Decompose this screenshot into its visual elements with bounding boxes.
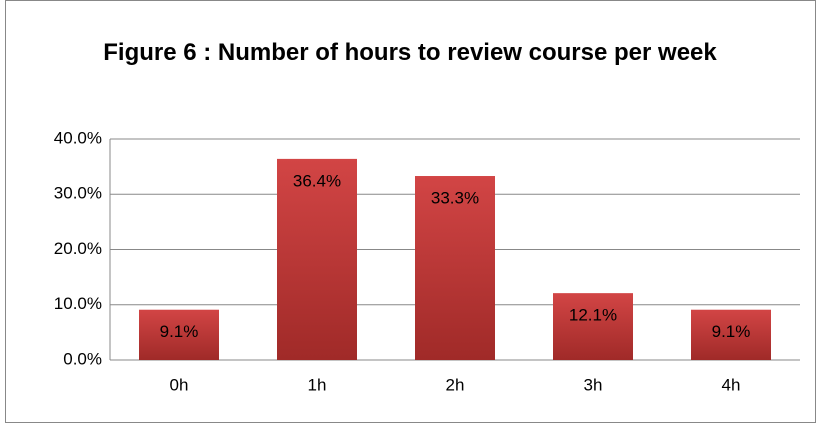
bar — [553, 293, 633, 360]
x-tick-label: 4h — [722, 375, 741, 394]
data-label: 36.4% — [293, 171, 341, 190]
bar — [415, 176, 495, 360]
y-tick-label: 0.0% — [63, 349, 102, 368]
bar — [691, 309, 771, 360]
x-tick-label: 0h — [170, 375, 189, 394]
bar — [277, 158, 357, 360]
data-label: 12.1% — [569, 306, 617, 325]
bar — [139, 309, 219, 360]
y-tick-label: 30.0% — [54, 184, 102, 203]
data-label: 9.1% — [160, 322, 199, 341]
y-tick-label: 10.0% — [54, 294, 102, 313]
x-tick-label: 2h — [446, 375, 465, 394]
data-label: 33.3% — [431, 189, 479, 208]
x-tick-label: 3h — [584, 375, 603, 394]
y-tick-label: 20.0% — [54, 239, 102, 258]
x-tick-label: 1h — [308, 375, 327, 394]
y-tick-label: 40.0% — [54, 128, 102, 147]
chart-title: Figure 6 : Number of hours to review cou… — [103, 39, 717, 66]
data-label: 9.1% — [712, 322, 751, 341]
